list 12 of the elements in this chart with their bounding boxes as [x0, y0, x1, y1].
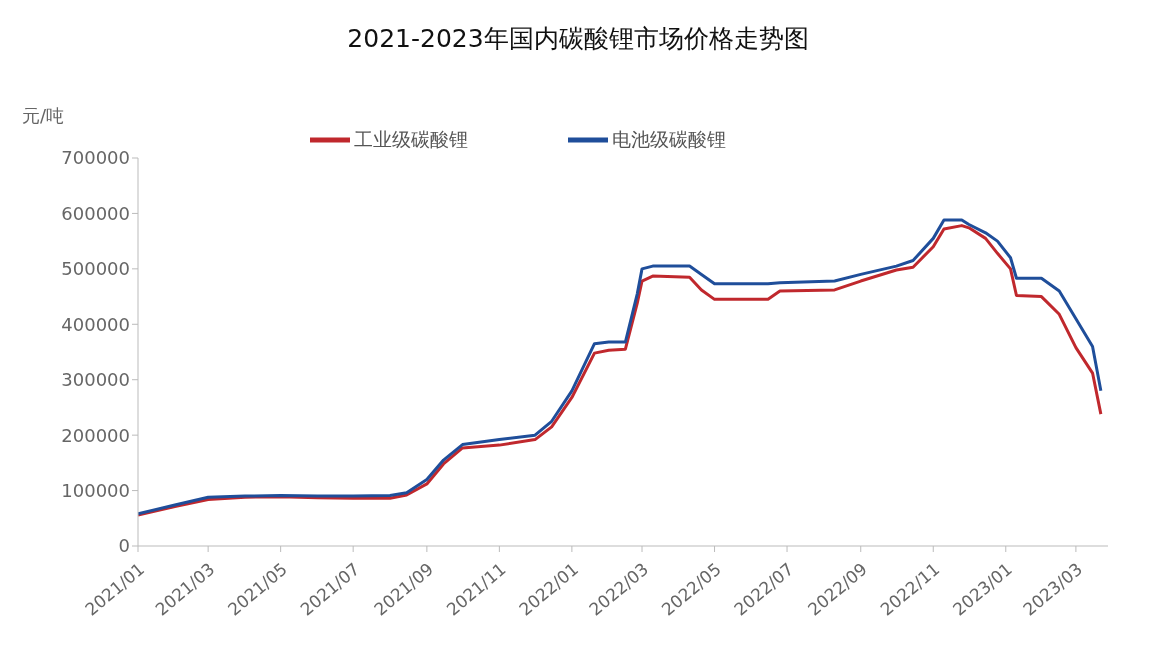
y-tick-label: 400000	[61, 313, 130, 335]
chart-title: 2021-2023年国内碳酸锂市场价格走势图	[346, 23, 810, 55]
legend-label: 电池级碳酸锂	[612, 127, 726, 150]
y-tick-label: 500000	[61, 258, 130, 280]
y-tick-label: 700000	[61, 147, 130, 169]
legend-label: 工业级碳酸锂	[354, 127, 468, 150]
y-tick-label: 0	[118, 535, 130, 557]
y-tick-label: 600000	[61, 202, 130, 224]
y-tick-label: 100000	[61, 479, 130, 501]
y-tick-label: 200000	[61, 424, 130, 446]
y-axis-title: 元/吨	[22, 104, 65, 128]
y-tick-label: 300000	[61, 369, 130, 391]
